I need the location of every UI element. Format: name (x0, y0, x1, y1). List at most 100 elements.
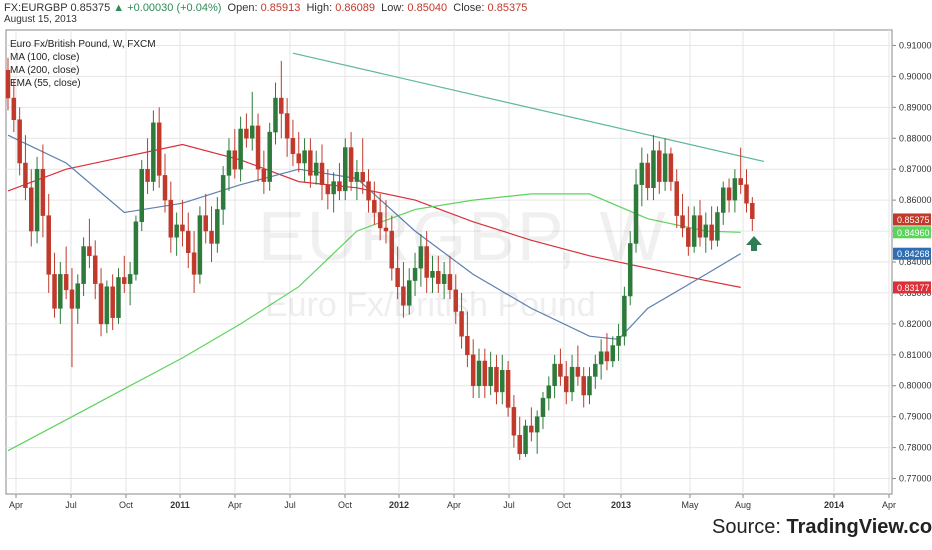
candle-body (610, 345, 616, 362)
candle-body (145, 168, 150, 182)
watermark-symbol: EURGBP, W (258, 197, 668, 275)
low-label: Low: (381, 2, 405, 14)
x-tick-label: Apr (9, 500, 23, 510)
candle-body (627, 243, 633, 297)
candle-body (436, 271, 441, 284)
candle-body (633, 184, 639, 244)
candle-body (546, 385, 552, 399)
x-tick-label: Apr (882, 500, 896, 510)
candle-body (255, 125, 261, 170)
candle-body (215, 209, 220, 244)
x-tick-label: 2011 (170, 500, 190, 510)
price-tag (893, 213, 931, 226)
candle-body (279, 97, 284, 114)
quote-header: FX:EURGBP 0.85375 ▲ +0.00030 (+0.04%) Op… (4, 2, 527, 14)
candle-body (290, 138, 296, 154)
candle-body (354, 172, 360, 182)
candle-body (383, 227, 389, 232)
candle-body (622, 295, 627, 337)
candle-body (331, 181, 336, 195)
candle-body (267, 131, 272, 182)
x-tick-label: Apr (447, 500, 461, 510)
candle-body (552, 363, 557, 386)
x-tick-label: Oct (338, 500, 353, 510)
candle-body (447, 274, 453, 291)
candle-body (69, 289, 75, 309)
candle-body (616, 335, 621, 346)
candle-body (180, 224, 185, 232)
candle-body (668, 153, 674, 182)
candle-body (517, 434, 522, 455)
source-brand: TradingView.com (786, 516, 932, 538)
candle-body (23, 162, 28, 189)
candle-body (395, 267, 400, 287)
candle-body (46, 215, 51, 275)
price-tag-label: 0.85375 (897, 215, 930, 225)
x-tick-label: Apr (228, 500, 242, 510)
candle-body (75, 283, 81, 309)
source-credit: Source: TradingView.com (712, 516, 932, 539)
candle-body (720, 187, 726, 213)
price-tag-label: 0.83177 (897, 283, 930, 293)
open-value: 0.85913 (260, 2, 301, 14)
candle-body (122, 277, 127, 284)
series-line-0 (7, 143, 741, 288)
candle-body (127, 274, 133, 284)
candle-body (203, 215, 208, 232)
candle-body (680, 215, 685, 229)
candle-body (657, 150, 662, 182)
candle-body (273, 97, 278, 133)
y-tick-label: 0.87000 (899, 164, 932, 174)
source-prefix: Source: (712, 516, 787, 538)
candle-body (732, 178, 738, 201)
last-price: 0.85375 (70, 2, 111, 14)
candle-body (29, 187, 34, 232)
high-label: High: (306, 2, 333, 14)
candle-body (476, 360, 482, 386)
candle-body (505, 370, 511, 408)
series-line-1 (7, 193, 741, 452)
open-label: Open: (227, 2, 258, 14)
y-tick-label: 0.89000 (899, 102, 932, 112)
candle-body (11, 97, 17, 120)
close-value: 0.85375 (487, 2, 528, 14)
candle-body (174, 224, 179, 238)
candle-body (691, 215, 697, 247)
candle-body (337, 181, 342, 192)
candle-body (261, 168, 267, 182)
low-value: 0.85040 (407, 2, 448, 14)
y-tick-label: 0.90000 (899, 71, 932, 81)
candle-body (674, 181, 679, 216)
candle-body (98, 283, 104, 325)
candle-body (156, 122, 162, 176)
candle-body (703, 224, 709, 238)
candle-body (139, 168, 144, 223)
candle-body (412, 267, 418, 281)
x-tick-label: Jul (284, 500, 296, 510)
y-tick-label: 0.79000 (899, 412, 932, 422)
trendline (292, 52, 765, 163)
candle-body (162, 175, 168, 201)
candle-body (482, 360, 488, 386)
candle-body (540, 397, 546, 417)
legend-ema55: EMA (55, close) (10, 78, 81, 89)
candle-body (191, 252, 197, 275)
candle-body (558, 363, 563, 377)
candle-body (662, 153, 668, 182)
candle-body (598, 351, 604, 365)
candle-body (563, 376, 569, 393)
y-tick-label: 0.82000 (899, 319, 932, 329)
candle-body (494, 366, 499, 393)
y-tick-label: 0.78000 (899, 443, 932, 453)
y-tick-label: 0.84000 (899, 257, 932, 267)
candle-body (40, 168, 46, 216)
candle-body (511, 407, 517, 436)
y-tick-label: 0.77000 (899, 474, 932, 484)
candle-body (534, 416, 540, 433)
price-tag-label: 0.84268 (897, 249, 930, 259)
x-tick-label: Jul (65, 500, 77, 510)
legend-ma100: MA (100, close) (10, 52, 80, 63)
x-tick-label: 2014 (824, 500, 844, 510)
candle-body (209, 230, 214, 244)
candle-body (58, 274, 63, 309)
